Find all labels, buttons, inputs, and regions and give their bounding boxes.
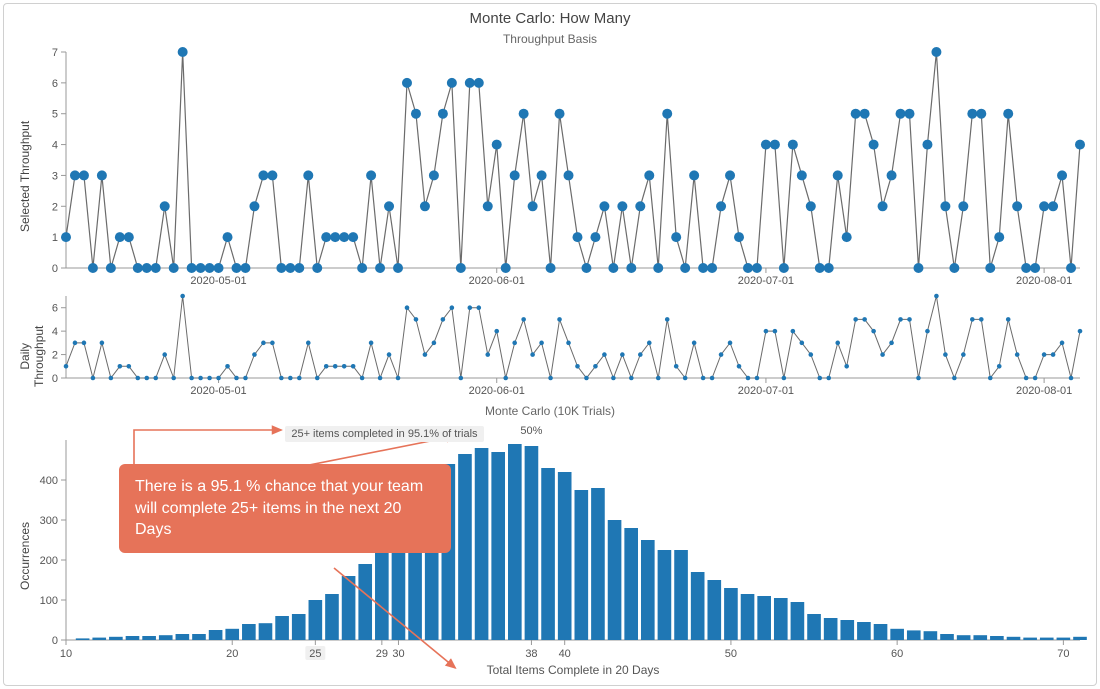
histogram-title: Monte Carlo (10K Trials) (4, 400, 1096, 418)
svg-text:2020-06-01: 2020-06-01 (469, 275, 525, 287)
svg-text:2020-07-01: 2020-07-01 (738, 385, 794, 397)
throughput-basis-svg: 0 1 2 3 4 5 6 7 2020-05-01 2020-06-01 2020-07-01 20… (4, 46, 1098, 292)
svg-text:6: 6 (52, 78, 58, 90)
svg-text:2020-06-01: 2020-06-01 (469, 385, 525, 397)
svg-text:1: 1 (52, 232, 58, 244)
svg-text:200: 200 (40, 555, 58, 567)
histogram-chart: Monte Carlo (10K Trials) Occurrences 010… (4, 400, 1096, 680)
svg-text:300: 300 (40, 515, 58, 527)
svg-text:4: 4 (52, 326, 58, 338)
svg-text:2020-07-01: 2020-07-01 (738, 275, 794, 287)
svg-text:70: 70 (1057, 648, 1069, 660)
svg-text:2: 2 (52, 350, 58, 362)
svg-text:5: 5 (52, 109, 58, 121)
throughput-basis-title: Throughput Basis (4, 32, 1096, 46)
svg-text:6: 6 (52, 303, 58, 315)
svg-text:2020-05-01: 2020-05-01 (190, 275, 246, 287)
throughput-basis-ylabel: Selected Throughput (18, 121, 32, 232)
svg-text:30: 30 (392, 648, 404, 660)
svg-text:3: 3 (52, 170, 58, 182)
svg-text:38: 38 (525, 648, 537, 660)
probability-callout: There is a 95.1 % chance that your team … (119, 464, 451, 553)
svg-text:0: 0 (52, 373, 58, 385)
panel-title: Monte Carlo: How Many (4, 4, 1096, 29)
monte-carlo-panel: Monte Carlo: How Many Throughput Basis S… (3, 3, 1097, 686)
svg-text:20: 20 (226, 648, 238, 660)
daily-throughput-ylabel: DailyThroughput (18, 326, 46, 387)
svg-text:400: 400 (40, 475, 58, 487)
svg-text:2020-08-01: 2020-08-01 (1016, 385, 1072, 397)
svg-text:100: 100 (40, 595, 58, 607)
charts-container: Throughput Basis Selected Throughput 0 1 2… (4, 32, 1096, 685)
svg-text:40: 40 (559, 648, 571, 660)
svg-text:0: 0 (52, 635, 58, 647)
svg-text:2020-05-01: 2020-05-01 (190, 385, 246, 397)
daily-throughput-svg: 0 2 4 6 2020-05-01 2020-06-01 2020-07-01 2020-0… (4, 292, 1098, 400)
daily-throughput-chart: DailyThroughput 0 2 4 6 2020-05-01 2020-06-01… (4, 292, 1096, 400)
svg-text:4: 4 (52, 140, 58, 152)
svg-text:10: 10 (60, 648, 72, 660)
histogram-ylabel: Occurrences (18, 522, 32, 590)
svg-text:25: 25 (309, 648, 321, 660)
svg-text:Total Items Complete in 20 Day: Total Items Complete in 20 Days (487, 663, 660, 677)
throughput-basis-chart: Throughput Basis Selected Throughput 0 1 2… (4, 32, 1096, 292)
svg-text:50: 50 (725, 648, 737, 660)
svg-text:2020-08-01: 2020-08-01 (1016, 275, 1072, 287)
svg-text:60: 60 (891, 648, 903, 660)
svg-text:2: 2 (52, 201, 58, 213)
trial-percentile-label: 25+ items completed in 95.1% of trials (285, 426, 483, 442)
svg-text:7: 7 (52, 47, 58, 59)
svg-text:29: 29 (376, 648, 388, 660)
svg-text:0: 0 (52, 263, 58, 275)
svg-text:50%: 50% (520, 425, 542, 437)
